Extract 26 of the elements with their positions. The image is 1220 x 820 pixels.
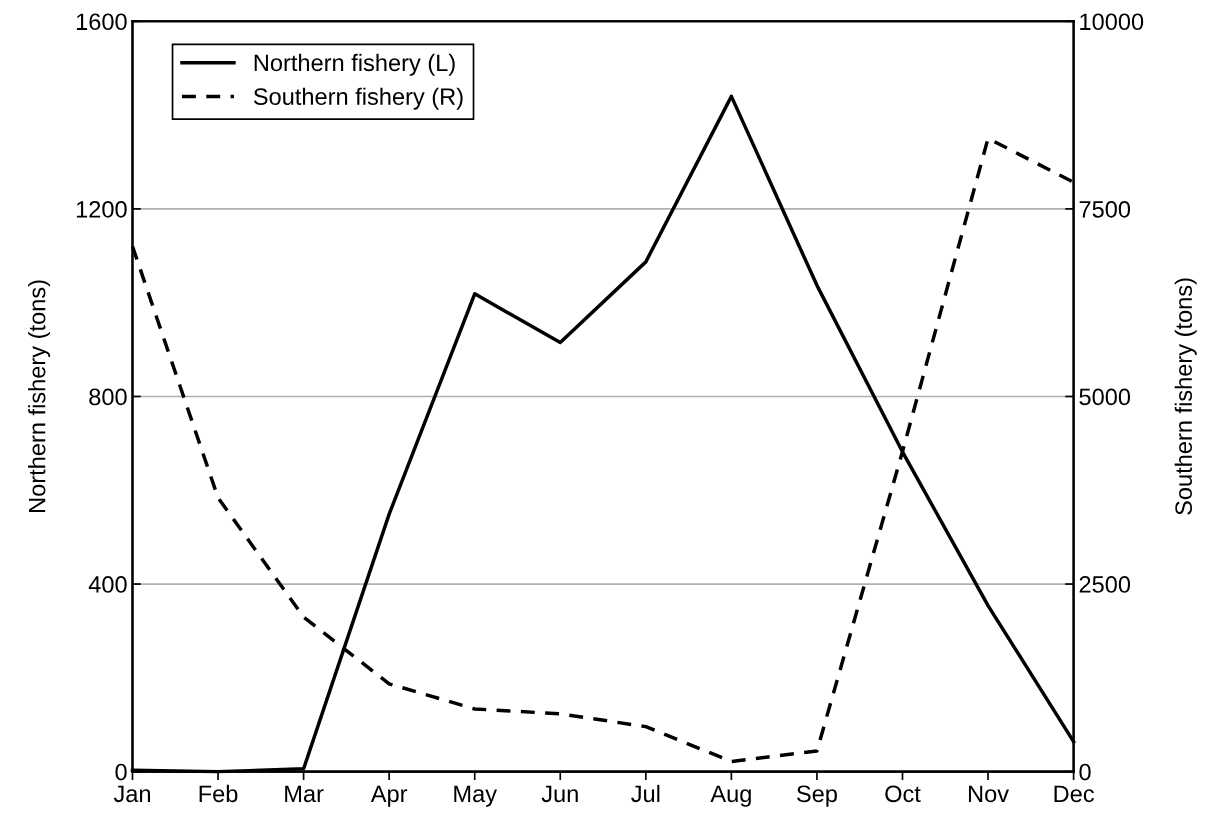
x-tick-label: Nov	[968, 785, 1009, 803]
x-tick-label: Sep	[797, 785, 837, 807]
legend-label: Northern fishery (L)	[254, 53, 455, 76]
x-tick-label: Jan	[113, 785, 150, 803]
y2-tick-label: 10000	[1080, 13, 1144, 31]
x-tick-label: Mar	[285, 785, 324, 803]
y2-tick-label: 0	[1079, 763, 1091, 781]
y-tick-label: 1600	[76, 13, 127, 31]
x-tick-label: Feb	[199, 784, 238, 803]
x-tick-label: Jun	[541, 785, 578, 803]
x-tick-label: Jul	[631, 784, 660, 803]
x-tick-label: Aug	[710, 785, 751, 807]
x-tick-label: Oct	[885, 785, 921, 803]
y2-tick-label: 5000	[1079, 388, 1131, 406]
y2-tick-label: 2500	[1079, 576, 1131, 593]
y-tick-label: 1200	[76, 200, 127, 218]
y2-tick-label: 7500	[1079, 200, 1131, 218]
x-tick-label: May	[454, 785, 497, 807]
legend-label: Southern fishery (R)	[253, 87, 463, 110]
y-tick-label: 800	[89, 388, 127, 406]
y-tick-label: 400	[88, 576, 127, 593]
y-tick-label: 0	[115, 763, 127, 781]
y2-axis-title: Southern fishery (tons)	[1174, 278, 1197, 515]
y-axis-title: Northern fishery (tons)	[28, 280, 51, 512]
x-tick-label: Apr	[370, 785, 408, 807]
x-tick-label: Dec	[1054, 785, 1094, 803]
